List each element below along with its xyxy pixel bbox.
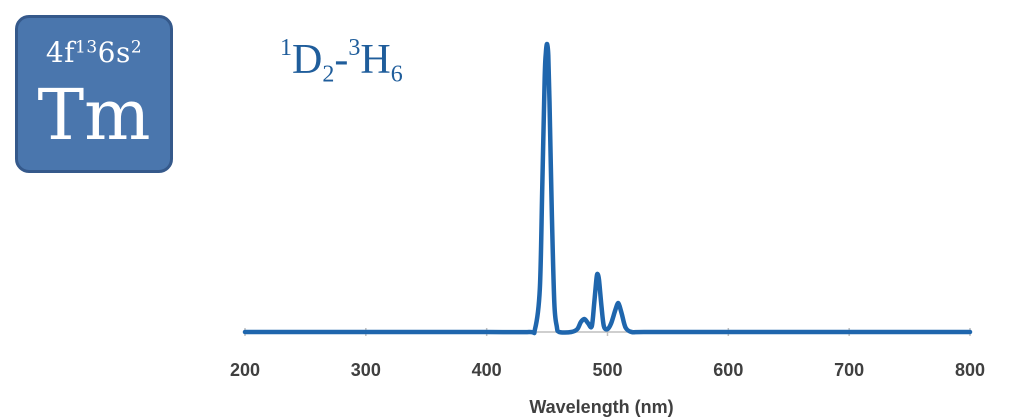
config-f-electrons: 13 xyxy=(75,37,98,58)
config-base: 4f xyxy=(45,36,76,69)
upper-j: 2 xyxy=(322,61,335,88)
config-s-electrons: 2 xyxy=(130,37,143,58)
spectrum-line xyxy=(242,41,973,336)
x-tick-label: 800 xyxy=(955,360,985,380)
x-tick-label: 300 xyxy=(351,360,381,380)
lower-j: 6 xyxy=(390,61,403,88)
x-tick-label: 600 xyxy=(713,360,743,380)
transition-separator: - xyxy=(334,37,349,83)
transition-label: 1D2-3H6 xyxy=(280,35,403,88)
lower-term: H xyxy=(360,37,391,83)
element-symbol: Tm xyxy=(37,74,151,156)
series-group xyxy=(242,41,973,336)
x-tick-label: 200 xyxy=(230,360,260,380)
element-tile: 4f136s2 Tm xyxy=(15,15,173,173)
config-s: 6s xyxy=(97,36,131,69)
x-tick-label: 500 xyxy=(592,360,622,380)
lower-multiplicity: 3 xyxy=(348,35,361,61)
electron-configuration: 4f136s2 xyxy=(18,36,170,69)
upper-term: D xyxy=(292,37,323,83)
x-tick-label: 700 xyxy=(834,360,864,380)
upper-multiplicity: 1 xyxy=(280,35,292,61)
x-axis-title: Wavelength (nm) xyxy=(529,397,673,417)
x-tick-label: 400 xyxy=(472,360,502,380)
x-tick-labels: 200 300 400 500 600 700 800 xyxy=(230,360,985,380)
